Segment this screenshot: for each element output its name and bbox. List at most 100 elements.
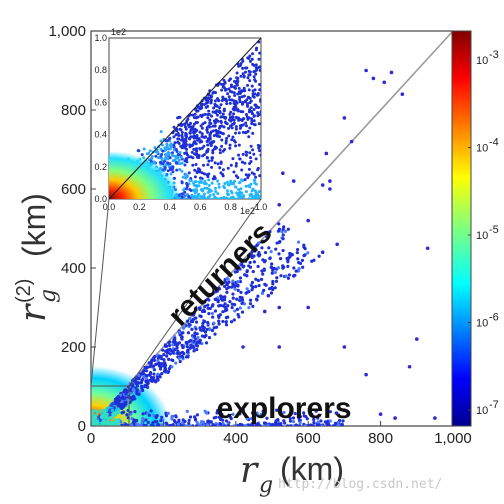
data-point bbox=[240, 310, 245, 314]
inset-data-point bbox=[250, 84, 254, 88]
data-point bbox=[171, 423, 175, 426]
inset-data-point bbox=[239, 74, 243, 78]
data-point bbox=[152, 364, 156, 368]
data-point bbox=[325, 424, 330, 426]
inset-data-point bbox=[179, 138, 183, 142]
inset-data-point bbox=[183, 163, 187, 167]
inset-data-point bbox=[234, 127, 238, 131]
inset-data-point bbox=[228, 89, 232, 93]
data-point bbox=[254, 285, 258, 289]
inset-data-point bbox=[236, 116, 240, 120]
inset-data-point bbox=[244, 70, 248, 74]
inset-data-point bbox=[257, 57, 261, 61]
inset-data-point bbox=[200, 132, 204, 136]
data-point bbox=[257, 250, 261, 255]
data-point bbox=[173, 348, 177, 352]
inset-data-point bbox=[251, 187, 255, 191]
x-tick-label: 600 bbox=[296, 430, 321, 447]
inset-data-point bbox=[209, 143, 213, 147]
inset-data-point bbox=[181, 175, 185, 179]
inset-data-point bbox=[248, 126, 252, 130]
inset-data-point bbox=[259, 83, 261, 87]
inset-data-point bbox=[193, 191, 197, 195]
inset-data-point bbox=[225, 196, 229, 199]
inset-data-point bbox=[159, 139, 163, 143]
data-point bbox=[152, 413, 156, 418]
data-point bbox=[287, 273, 292, 277]
data-point bbox=[180, 420, 185, 425]
inset-data-point bbox=[253, 69, 257, 73]
inset-data-point bbox=[207, 109, 211, 113]
data-point bbox=[212, 424, 216, 426]
data-point bbox=[314, 409, 318, 413]
inset-data-point bbox=[233, 103, 237, 107]
inset-data-point bbox=[184, 144, 188, 148]
inset-data-point bbox=[233, 86, 237, 90]
data-point bbox=[131, 420, 136, 425]
data-point bbox=[159, 362, 163, 366]
data-point bbox=[306, 305, 311, 310]
data-point bbox=[96, 410, 100, 414]
inset-data-point bbox=[244, 130, 248, 134]
data-point bbox=[203, 300, 207, 304]
data-point bbox=[281, 171, 285, 175]
data-point bbox=[271, 279, 275, 284]
inset-data-point bbox=[244, 173, 248, 177]
data-point bbox=[277, 345, 282, 349]
data-point bbox=[152, 355, 156, 360]
data-point bbox=[166, 411, 170, 416]
inset-data-point bbox=[174, 133, 178, 137]
data-point bbox=[253, 245, 257, 249]
inset-data-point bbox=[215, 113, 219, 117]
inset-data-point bbox=[212, 193, 216, 197]
colorbar-tick-exponent: -6 bbox=[489, 312, 499, 324]
inset-data-point bbox=[195, 185, 199, 189]
data-point bbox=[281, 233, 285, 237]
inset-data-point bbox=[196, 137, 200, 141]
data-point bbox=[135, 389, 139, 393]
inset-data-point bbox=[254, 72, 258, 76]
inset-x-tick-label: 0.8 bbox=[224, 202, 237, 212]
inset-data-point bbox=[176, 131, 180, 135]
data-point bbox=[243, 273, 247, 277]
colorbar-tick-label: 10 bbox=[476, 230, 488, 242]
data-point bbox=[282, 225, 286, 229]
colorbar-ticks: 10-310-410-510-610-7 bbox=[468, 49, 499, 417]
inset-data-point bbox=[252, 75, 256, 79]
inset-data-point bbox=[195, 152, 199, 156]
inset-data-point bbox=[209, 95, 213, 99]
inset-data-point bbox=[220, 138, 224, 142]
inset-data-point bbox=[195, 128, 199, 132]
data-point bbox=[175, 351, 179, 355]
data-point bbox=[246, 423, 250, 426]
data-point bbox=[277, 203, 282, 207]
data-point bbox=[230, 285, 234, 289]
inset-data-point bbox=[241, 100, 245, 104]
inset-data-point bbox=[227, 197, 231, 199]
inset-data-point bbox=[200, 102, 204, 106]
inset-data-point bbox=[249, 106, 253, 110]
inset-y-tick-label: 0.6 bbox=[94, 97, 107, 107]
data-point bbox=[382, 80, 387, 85]
inset-data-point bbox=[227, 134, 231, 138]
data-point bbox=[248, 302, 253, 306]
inset-data-point bbox=[188, 178, 192, 182]
data-point bbox=[219, 294, 223, 298]
data-point bbox=[255, 298, 259, 302]
colorbar-tick-label: 10 bbox=[476, 143, 488, 155]
data-point bbox=[244, 423, 248, 426]
inset-data-point bbox=[237, 86, 241, 90]
data-point bbox=[341, 419, 345, 423]
data-point bbox=[160, 372, 164, 376]
inset-data-point bbox=[179, 128, 183, 132]
data-point bbox=[91, 421, 95, 425]
data-point bbox=[139, 424, 143, 426]
data-point bbox=[187, 340, 191, 344]
x-tick-label: 0 bbox=[87, 430, 95, 447]
data-point bbox=[116, 403, 120, 408]
inset-data-point bbox=[234, 131, 238, 135]
data-point bbox=[271, 282, 275, 286]
data-point bbox=[291, 419, 296, 424]
inset-data-point bbox=[191, 196, 195, 199]
inset-data-point bbox=[222, 109, 226, 113]
